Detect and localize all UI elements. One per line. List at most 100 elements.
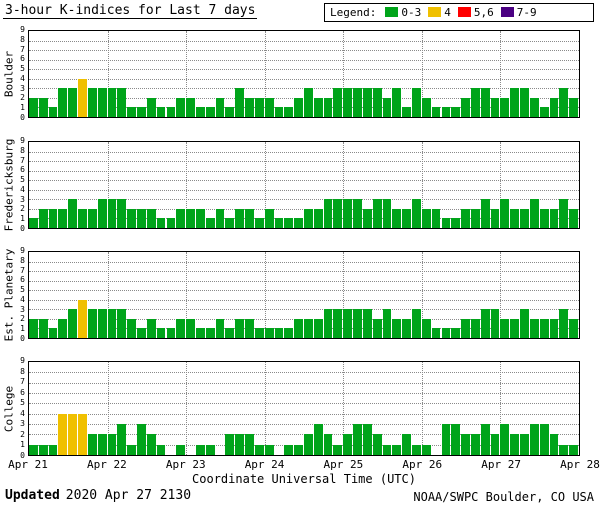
- k-index-bar: [323, 199, 333, 228]
- k-index-bar: [156, 444, 166, 455]
- k-index-bar: [470, 208, 480, 228]
- k-index-bar: [195, 444, 205, 455]
- k-index-bar: [539, 318, 549, 338]
- k-index-bar: [451, 218, 461, 228]
- k-index-bar: [304, 88, 313, 117]
- k-index-bar: [480, 199, 490, 228]
- k-index-bar: [78, 413, 87, 455]
- k-index-bar: [431, 328, 441, 338]
- v-gridline: [343, 252, 345, 338]
- k-index-bar: [284, 218, 294, 228]
- k-index-bar: [195, 107, 205, 117]
- k-index-bar: [29, 97, 38, 117]
- k-index-bar: [195, 328, 205, 338]
- legend-entry-label: 0-3: [401, 6, 422, 19]
- y-tick-label: 8: [20, 255, 25, 265]
- legend-swatch: [385, 7, 399, 17]
- k-index-bar: [569, 97, 578, 117]
- k-index-bar: [402, 318, 412, 338]
- k-index-bar: [166, 218, 176, 228]
- k-index-bar: [137, 107, 146, 117]
- k-index-bar: [186, 97, 195, 117]
- panel-college: [28, 361, 580, 456]
- k-index-bar: [58, 208, 68, 228]
- k-index-bar: [529, 424, 539, 455]
- k-index-bar: [215, 97, 225, 117]
- k-index-bar: [186, 318, 195, 338]
- k-index-bar: [549, 318, 559, 338]
- panel-fredericksburg: [28, 141, 580, 229]
- k-index-bar: [392, 444, 402, 455]
- k-index-bar: [353, 309, 362, 338]
- k-index-bar: [362, 309, 372, 338]
- k-index-bar: [156, 107, 166, 117]
- y-tick-label: 4: [20, 73, 25, 83]
- h-gridline: [29, 180, 579, 182]
- k-index-bar: [176, 444, 186, 455]
- y-tick-label: 0: [20, 113, 25, 122]
- k-index-bar: [97, 199, 107, 228]
- y-tick-label: 5: [20, 64, 25, 74]
- k-index-bar: [490, 97, 500, 117]
- k-index-bar: [451, 107, 461, 117]
- y-tick-label: 9: [20, 136, 25, 145]
- h-gridline: [29, 393, 579, 394]
- k-index-bar: [490, 208, 500, 228]
- y-tick-label: 2: [20, 204, 25, 214]
- title-underline: [3, 18, 257, 19]
- k-index-bar: [294, 318, 303, 338]
- k-index-bar: [461, 97, 470, 117]
- h-gridline: [29, 199, 579, 201]
- k-index-bar: [245, 434, 254, 455]
- k-index-bar: [402, 107, 412, 117]
- k-index-bar: [372, 88, 382, 117]
- k-index-bar: [107, 434, 117, 455]
- k-index-bar: [48, 107, 58, 117]
- k-index-bar: [500, 318, 510, 338]
- h-gridline: [29, 69, 579, 71]
- k-index-bar: [87, 88, 97, 117]
- k-index-bar: [343, 309, 353, 338]
- k-index-bar: [451, 424, 461, 455]
- k-index-bar: [274, 218, 284, 228]
- h-gridline: [29, 161, 579, 163]
- h-gridline: [29, 261, 579, 263]
- y-tick-label: 8: [20, 145, 25, 155]
- v-gridline: [186, 142, 188, 228]
- k-index-bar: [254, 97, 264, 117]
- k-index-bar: [441, 424, 451, 455]
- h-gridline: [29, 50, 579, 52]
- k-index-bar: [392, 88, 402, 117]
- k-index-bar: [539, 107, 549, 117]
- h-gridline: [29, 271, 579, 273]
- k-index-bar: [225, 328, 235, 338]
- k-index-bar: [431, 208, 441, 228]
- k-index-bar: [284, 328, 294, 338]
- k-index-bar: [392, 318, 402, 338]
- k-index-bar: [461, 208, 470, 228]
- v-gridline: [343, 31, 345, 117]
- k-index-bar: [127, 107, 137, 117]
- k-index-bar: [343, 88, 353, 117]
- k-index-bar: [412, 444, 421, 455]
- k-index-bar: [38, 444, 48, 455]
- y-tick-label: 5: [20, 175, 25, 185]
- updated-text: Updated 2020 Apr 27 2130: [5, 488, 191, 503]
- v-gridline: [421, 31, 423, 117]
- k-index-bar: [87, 208, 97, 228]
- v-gridline: [343, 362, 345, 455]
- y-tick-label: 7: [20, 155, 25, 165]
- k-index-bar: [304, 434, 313, 455]
- k-index-bar: [284, 444, 294, 455]
- k-index-bar: [559, 199, 569, 228]
- v-gridline: [500, 362, 502, 455]
- k-index-bar: [127, 208, 137, 228]
- k-index-bar: [520, 434, 529, 455]
- k-index-bar: [29, 318, 38, 338]
- x-tick-label: Apr 21: [8, 458, 48, 471]
- k-index-bar: [490, 434, 500, 455]
- k-index-bar: [225, 218, 235, 228]
- k-index-bar: [156, 328, 166, 338]
- y-tick-label: 2: [20, 429, 25, 439]
- k-index-bar: [166, 107, 176, 117]
